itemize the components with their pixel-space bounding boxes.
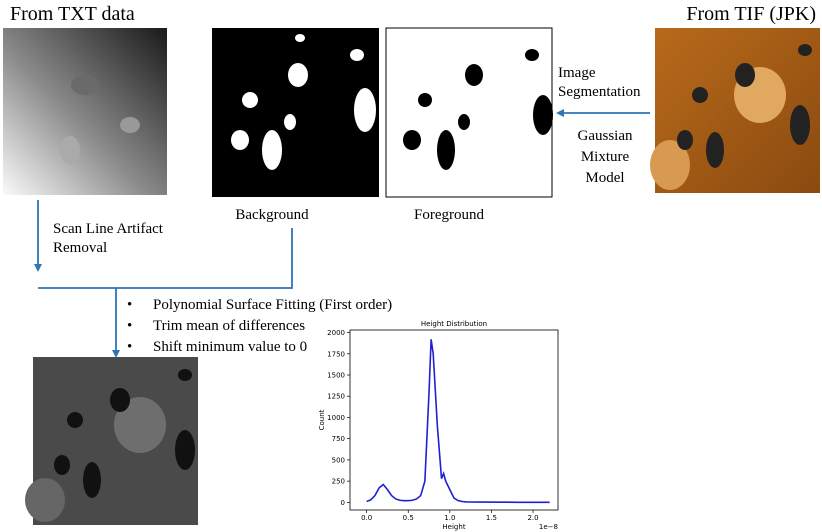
- bullet-text: Shift minimum value to 0: [153, 339, 307, 355]
- x-axis-label: Height: [442, 523, 465, 531]
- foreground-image: [385, 27, 553, 198]
- x-tick-label: 1.5: [486, 514, 497, 522]
- step-label: Image: [558, 65, 596, 81]
- result-image: [25, 357, 198, 525]
- image-caption: Background: [235, 207, 309, 223]
- y-axis-label: Count: [318, 409, 326, 430]
- y-tick-label: 500: [332, 456, 345, 464]
- step-label: Scan Line Artifact: [53, 221, 164, 237]
- background-image: [212, 28, 379, 197]
- x-offset-label: 1e−8: [539, 523, 558, 531]
- y-tick-label: 0: [341, 499, 345, 507]
- bullet: •: [127, 297, 132, 313]
- bullet-text: Polynomial Surface Fitting (First order): [153, 297, 392, 313]
- y-tick-label: 1750: [327, 350, 345, 358]
- step-label: Segmentation: [558, 84, 641, 100]
- txt-image: [3, 28, 167, 195]
- image-caption: Foreground: [414, 207, 484, 223]
- data-line: [366, 339, 550, 504]
- y-tick-label: 1250: [327, 393, 345, 401]
- tif-image: [650, 28, 820, 193]
- source-label: From TXT data: [10, 3, 135, 25]
- chart-title: Height Distribution: [421, 320, 487, 328]
- bullet-list: • Polynomial Surface Fitting (First order…: [127, 297, 392, 355]
- bullet-text: Trim mean of differences: [153, 318, 305, 334]
- plot-area: [349, 329, 559, 511]
- step-label: Removal: [53, 240, 107, 256]
- height-chart: Height Distribution Height Count 1e−8 0 250 50…: [318, 320, 559, 531]
- step-label: Gaussian: [578, 128, 633, 144]
- bullet: •: [127, 339, 132, 355]
- step-label: Mixture: [581, 149, 630, 165]
- source-label: From TIF (JPK): [686, 3, 816, 25]
- y-tick-label: 750: [332, 435, 345, 443]
- y-tick-label: 250: [332, 478, 345, 486]
- bullet: •: [127, 318, 132, 334]
- flow-arrows: [34, 109, 650, 358]
- x-tick-label: 1.0: [444, 514, 455, 522]
- x-tick-label: 0.5: [403, 514, 414, 522]
- y-tick-label: 2000: [327, 329, 345, 337]
- x-tick-label: 2.0: [527, 514, 538, 522]
- y-tick-label: 1500: [327, 372, 345, 380]
- y-tick-label: 1000: [327, 414, 345, 422]
- x-tick-label: 0.0: [361, 514, 372, 522]
- step-label: Model: [585, 170, 624, 186]
